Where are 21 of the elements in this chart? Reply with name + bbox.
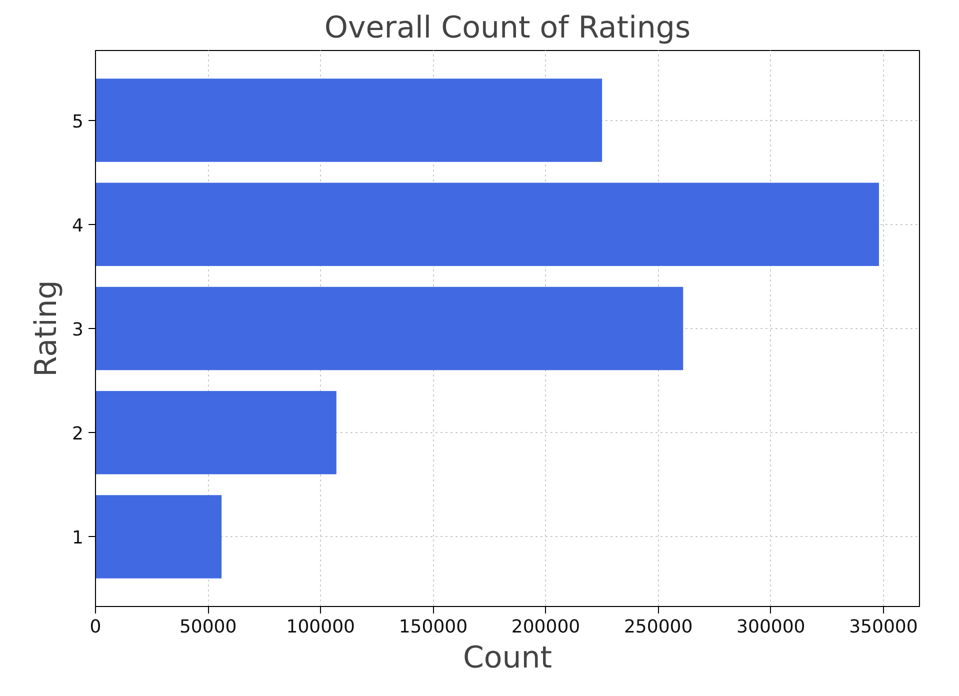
- x-tick-label: 250000: [624, 616, 693, 638]
- y-tick-label: 1: [72, 528, 84, 549]
- x-tick-label: 0: [90, 616, 102, 638]
- y-tick-label: 5: [72, 111, 84, 132]
- y-tick-label: 4: [72, 215, 84, 236]
- x-axis-title: Count: [462, 640, 552, 676]
- x-tick-label: 350000: [849, 616, 918, 638]
- x-tick-label: 150000: [398, 616, 468, 638]
- y-axis-title: Rating: [29, 280, 64, 377]
- x-tick-label: 200000: [511, 616, 580, 638]
- bar: [96, 78, 602, 162]
- bar: [96, 182, 879, 266]
- x-tick-label: 50000: [179, 616, 237, 638]
- chart-title: Overall Count of Ratings: [324, 10, 691, 46]
- y-tick-label: 2: [72, 424, 84, 445]
- bar: [96, 390, 336, 474]
- bar: [96, 495, 222, 578]
- x-tick-label: 300000: [736, 616, 806, 638]
- x-tick-label: 100000: [286, 616, 355, 638]
- y-tick-label: 3: [72, 320, 84, 340]
- bar: [96, 286, 684, 370]
